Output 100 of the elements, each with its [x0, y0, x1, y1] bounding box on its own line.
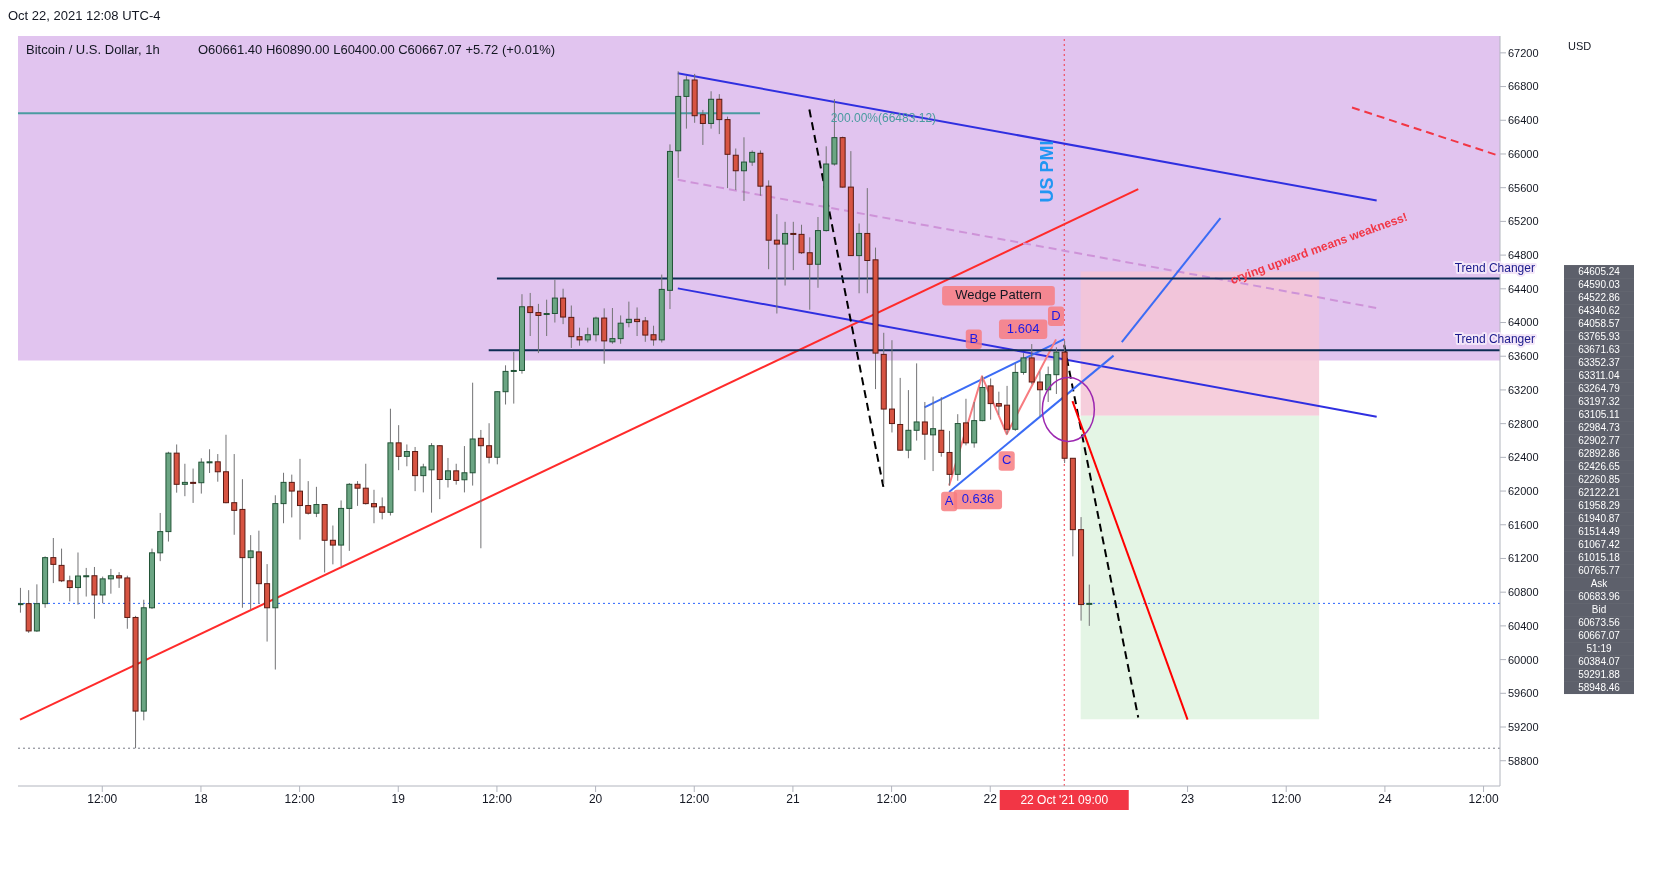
annotation: Wedge Pattern	[955, 287, 1042, 303]
text: 64340.62	[1578, 304, 1621, 316]
x-tick-label: 12:00	[1468, 791, 1499, 806]
candlestick	[560, 288, 567, 325]
annotation: 0.636	[961, 490, 995, 506]
candlestick	[198, 457, 205, 495]
candlestick	[930, 396, 937, 472]
candlestick	[288, 474, 295, 518]
candlestick	[329, 525, 336, 565]
text: 62260.85	[1578, 473, 1621, 485]
y-tick-label: 63200	[1508, 383, 1539, 396]
x-tick-label: 12:00	[1271, 791, 1302, 806]
annotation: US PMI	[1036, 140, 1057, 203]
candlestick	[971, 401, 978, 449]
candlestick	[790, 221, 797, 271]
text: Oct 22, 2021 12:08 UTC-4	[8, 8, 162, 25]
text: 62122.21	[1578, 486, 1621, 498]
candlestick	[75, 551, 81, 606]
candlestick	[592, 316, 599, 342]
x-tick-label: 21	[786, 791, 800, 806]
candlestick	[995, 391, 1002, 416]
candlestick	[181, 463, 188, 497]
candlestick	[502, 364, 509, 406]
candlestick	[403, 443, 410, 467]
text: 63197.32	[1578, 395, 1621, 407]
y-tick-label: 64400	[1508, 282, 1539, 295]
text: 60765.77	[1578, 564, 1621, 576]
text: 63311.04	[1578, 369, 1620, 381]
candlestick	[732, 148, 739, 191]
candlestick	[634, 306, 641, 337]
text: 60673.56	[1578, 616, 1621, 628]
candlestick	[798, 224, 805, 255]
candlestick	[190, 468, 197, 504]
text: Bid	[1591, 603, 1607, 615]
text: 61940.87	[1578, 512, 1621, 524]
candlestick	[486, 422, 493, 464]
candlestick	[247, 534, 254, 610]
annotation: A	[944, 492, 954, 508]
candlestick	[888, 339, 895, 433]
candlestick	[107, 568, 114, 595]
candlestick	[50, 537, 57, 584]
annotation: 1.604	[1006, 320, 1040, 336]
y-tick-label: 66000	[1508, 147, 1539, 160]
candlestick	[99, 576, 106, 604]
x-tick-label: 23	[1180, 791, 1195, 806]
candlestick	[946, 430, 953, 487]
y-tick-label: 66800	[1508, 80, 1539, 93]
candlestick	[313, 486, 320, 518]
candlestick	[699, 109, 706, 146]
candlestick	[1036, 370, 1043, 417]
candlestick	[296, 458, 303, 541]
text: 51:19	[1586, 642, 1612, 654]
y-tick-label: 65600	[1508, 181, 1539, 194]
annotation: D	[1051, 307, 1061, 323]
text: 61067.42	[1578, 538, 1621, 550]
text: 63671.63	[1578, 343, 1621, 355]
candlestick	[806, 236, 813, 311]
text: 62984.73	[1578, 421, 1621, 433]
text: 62892.86	[1578, 447, 1621, 459]
candlestick	[379, 496, 386, 520]
candlestick	[370, 489, 377, 524]
text: O60661.40 H60890.00 L60400.00 C60667.07 +5.72 (+0.01%)	[198, 42, 556, 57]
text: 62426.65	[1578, 460, 1621, 472]
candlestick	[987, 377, 994, 421]
y-tick-label: 67200	[1508, 46, 1539, 59]
candlestick	[1020, 352, 1027, 376]
ref-line-label: 22 Oct '21 09:00	[1020, 793, 1109, 807]
x-tick-label: 12:00	[87, 791, 118, 806]
candlestick	[551, 279, 558, 324]
y-tick-label: 65200	[1508, 215, 1539, 228]
x-tick-label: 12:00	[679, 791, 710, 806]
text: 62902.77	[1578, 434, 1621, 446]
y-tick-label: 62400	[1508, 451, 1539, 464]
candlestick	[58, 548, 65, 583]
candlestick	[477, 429, 484, 549]
candlestick	[83, 567, 90, 598]
candlestick	[601, 307, 608, 365]
x-tick-label: 18	[194, 791, 208, 806]
candlestick	[362, 463, 369, 506]
y-tick-label: 61600	[1508, 518, 1539, 531]
candlestick	[91, 566, 98, 620]
candlestick	[683, 75, 690, 130]
candlestick	[18, 587, 24, 614]
y-tick-label: 66400	[1508, 114, 1539, 127]
text: 64058.57	[1578, 317, 1621, 329]
y-axis-title: USD	[1568, 40, 1592, 52]
text: 60384.07	[1578, 655, 1621, 667]
text: 59291.88	[1578, 668, 1621, 680]
text: 58948.46	[1578, 681, 1621, 693]
text: 63352.37	[1578, 356, 1621, 368]
y-tick-label: 60800	[1508, 586, 1539, 599]
annotation: C	[1001, 452, 1012, 468]
candlestick	[1086, 584, 1093, 627]
text: 61958.29	[1578, 499, 1621, 511]
text: 63765.93	[1578, 330, 1621, 342]
text: Bitcoin / U.S. Dollar, 1h	[26, 42, 160, 57]
candlestick	[568, 304, 575, 349]
y-tick-label: 62800	[1508, 417, 1539, 430]
candlestick	[444, 457, 451, 489]
annotation: B	[969, 330, 979, 346]
